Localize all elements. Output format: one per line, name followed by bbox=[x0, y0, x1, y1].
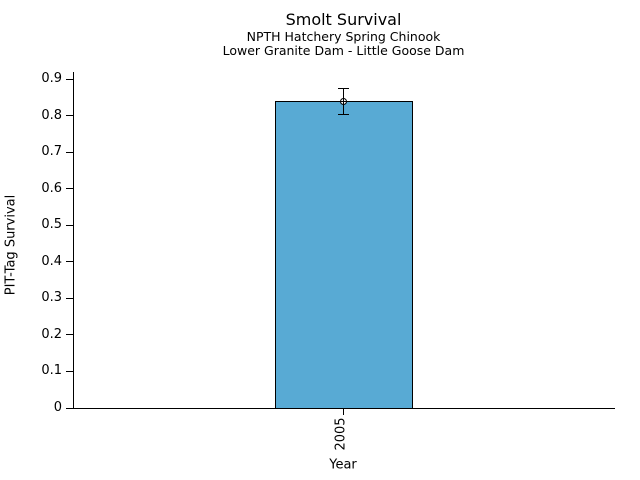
y-axis-spine bbox=[73, 72, 74, 409]
y-tick-mark bbox=[66, 224, 73, 226]
error-bar-cap-bottom bbox=[338, 113, 349, 115]
y-axis-title: PIT-Tag Survival bbox=[3, 194, 19, 296]
chart-subtitle-line2: Lower Granite Dam - Little Goose Dam bbox=[222, 43, 465, 58]
y-tick-mark bbox=[66, 115, 73, 117]
x-axis-title: Year bbox=[329, 457, 357, 473]
y-tick-label: 0.7 bbox=[41, 144, 62, 160]
y-tick-mark bbox=[66, 151, 73, 153]
y-tick-mark bbox=[66, 334, 73, 336]
y-tick-mark bbox=[66, 78, 73, 80]
chart-subtitle-line1: NPTH Hatchery Spring Chinook bbox=[246, 29, 441, 44]
chart-header: Smolt Survival NPTH Hatchery Spring Chin… bbox=[73, 9, 614, 58]
x-tick-label: 2005 bbox=[333, 417, 348, 451]
x-tick-mark bbox=[343, 409, 344, 415]
y-tick-mark bbox=[66, 370, 73, 372]
y-tick-label: 0.5 bbox=[41, 217, 62, 233]
y-tick-mark bbox=[66, 188, 73, 190]
y-tick-mark bbox=[66, 261, 73, 263]
y-tick-label: 0.1 bbox=[41, 363, 62, 379]
y-tick-label: 0.3 bbox=[41, 290, 62, 306]
bar-2005 bbox=[274, 101, 413, 409]
y-tick-label: 0.2 bbox=[41, 326, 62, 342]
y-tick-label: 0 bbox=[53, 400, 62, 415]
y-tick-mark bbox=[66, 297, 73, 299]
y-tick-label: 0.6 bbox=[41, 180, 62, 196]
y-tick-label: 0.4 bbox=[41, 253, 62, 269]
y-tick-label: 0.9 bbox=[41, 71, 62, 87]
y-tick-mark bbox=[66, 407, 73, 409]
y-tick-label: 0.8 bbox=[41, 107, 62, 123]
error-bar-cap-top bbox=[338, 87, 349, 90]
chart-title: Smolt Survival bbox=[285, 10, 402, 29]
marker-crosshair-h bbox=[341, 100, 346, 102]
